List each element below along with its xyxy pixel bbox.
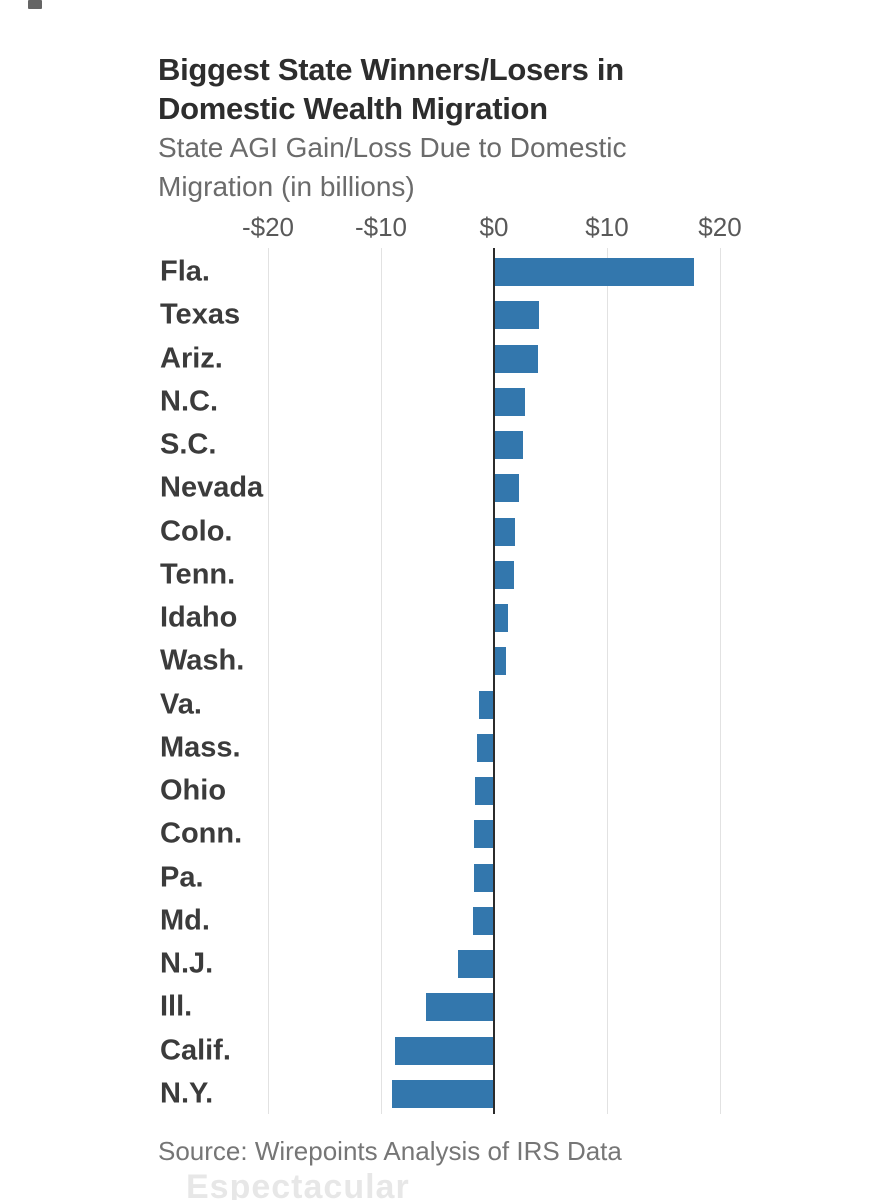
bar-mass xyxy=(477,733,494,762)
state-label-mass: Mass. xyxy=(160,731,241,764)
x-axis-tick-label: -$10 xyxy=(354,212,408,242)
bar-wash xyxy=(494,647,507,676)
screenshot-crop-artifact xyxy=(28,0,42,9)
state-label-colo: Colo. xyxy=(160,515,233,548)
bar-sc xyxy=(494,431,524,460)
bar-ny xyxy=(392,1079,494,1108)
bar-ill xyxy=(426,993,494,1022)
state-label-tenn: Tenn. xyxy=(160,558,236,591)
gridline--$20 xyxy=(268,248,269,1114)
bar-tenn xyxy=(494,560,515,589)
bar-texas xyxy=(494,301,540,330)
bar-pa xyxy=(473,863,494,892)
bar-ariz xyxy=(494,344,539,373)
state-label-pa: Pa. xyxy=(160,861,204,894)
bar-fla xyxy=(494,258,694,286)
bar-calif xyxy=(394,1036,494,1065)
state-label-sc: S.C. xyxy=(160,428,217,461)
chart-title: Biggest State Winners/Losers in Domestic… xyxy=(158,50,624,128)
x-axis-tick-label: $10 xyxy=(585,212,629,242)
gridline-$20 xyxy=(720,248,721,1114)
state-label-va: Va. xyxy=(160,688,202,721)
bar-nj xyxy=(457,950,494,979)
ghost-watermark-text: Espectacular xyxy=(186,1168,410,1200)
bar-nc xyxy=(494,387,525,416)
state-label-fla: Fla. xyxy=(160,255,210,288)
state-label-nc: N.C. xyxy=(160,385,218,418)
state-label-texas: Texas xyxy=(160,298,241,331)
state-label-calif: Calif. xyxy=(160,1034,231,1067)
state-label-nj: N.J. xyxy=(160,947,214,980)
state-label-ill: Ill. xyxy=(160,990,193,1023)
chart-subtitle-line1: State AGI Gain/Loss Due to Domestic xyxy=(158,132,627,163)
bar-ohio xyxy=(474,777,494,806)
state-label-ny: N.Y. xyxy=(160,1077,214,1110)
chart-subtitle-line2: Migration (in billions) xyxy=(158,171,415,202)
zero-axis-line xyxy=(493,248,495,1114)
x-axis-tick-label: $20 xyxy=(698,212,742,242)
bar-va xyxy=(479,690,494,719)
bar-idaho xyxy=(494,604,508,633)
x-axis-tick-label: -$20 xyxy=(241,212,295,242)
x-axis-tick-label: $0 xyxy=(479,212,509,242)
bar-conn xyxy=(473,820,494,849)
chart-subtitle: State AGI Gain/Loss Due to Domestic Migr… xyxy=(158,128,626,206)
bar-md xyxy=(472,906,494,935)
state-label-wash: Wash. xyxy=(160,644,245,677)
state-label-ariz: Ariz. xyxy=(160,342,223,375)
chart-title-line2: Domestic Wealth Migration xyxy=(158,91,548,126)
state-label-idaho: Idaho xyxy=(160,601,238,634)
state-label-conn: Conn. xyxy=(160,817,243,850)
bar-colo xyxy=(494,517,516,546)
gridline-$10 xyxy=(607,248,608,1114)
state-label-md: Md. xyxy=(160,904,210,937)
state-label-ohio: Ohio xyxy=(160,774,227,807)
bar-nevada xyxy=(494,474,519,503)
chart-title-line1: Biggest State Winners/Losers in xyxy=(158,52,624,87)
gridline--$10 xyxy=(381,248,382,1114)
state-label-nevada: Nevada xyxy=(160,471,264,504)
source-note: Source: Wirepoints Analysis of IRS Data xyxy=(158,1136,622,1166)
